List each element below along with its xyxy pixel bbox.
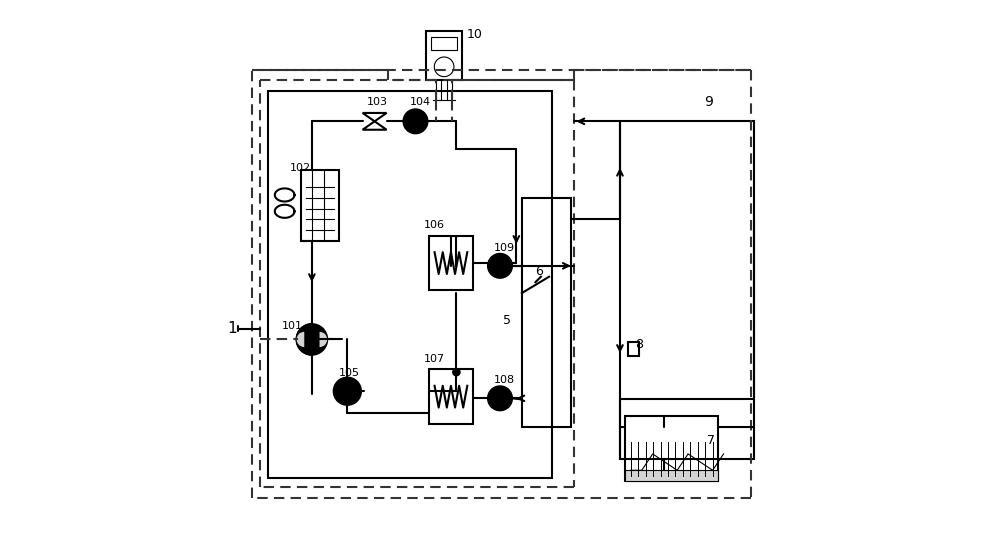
Bar — [268, 92, 552, 478]
Text: 104: 104 — [410, 97, 431, 107]
Text: 108: 108 — [493, 375, 515, 385]
Text: 5: 5 — [503, 314, 511, 327]
Text: 9: 9 — [704, 95, 713, 109]
Bar — [429, 236, 473, 290]
Text: 109: 109 — [493, 243, 515, 253]
Circle shape — [334, 378, 361, 405]
Text: 105: 105 — [339, 368, 360, 378]
Bar — [628, 342, 639, 356]
Circle shape — [403, 110, 427, 133]
Bar — [301, 170, 339, 241]
Wedge shape — [297, 332, 304, 347]
Text: 10: 10 — [466, 27, 482, 41]
Circle shape — [488, 254, 512, 278]
Bar — [625, 470, 718, 481]
Bar — [620, 121, 754, 459]
Circle shape — [297, 324, 327, 355]
Text: 107: 107 — [424, 353, 445, 363]
Wedge shape — [320, 332, 327, 347]
Text: 101: 101 — [282, 321, 303, 331]
Text: 106: 106 — [424, 220, 445, 230]
Text: 103: 103 — [366, 97, 387, 107]
Bar — [431, 37, 457, 50]
Bar — [429, 369, 473, 424]
Bar — [625, 416, 718, 481]
Circle shape — [453, 369, 460, 375]
Text: 102: 102 — [290, 163, 311, 173]
Text: 8: 8 — [635, 338, 643, 351]
Text: 6: 6 — [535, 265, 543, 278]
Circle shape — [488, 386, 512, 410]
Bar — [522, 198, 571, 427]
Text: 7: 7 — [707, 434, 715, 447]
Text: 1: 1 — [227, 321, 237, 336]
Bar — [426, 31, 462, 81]
